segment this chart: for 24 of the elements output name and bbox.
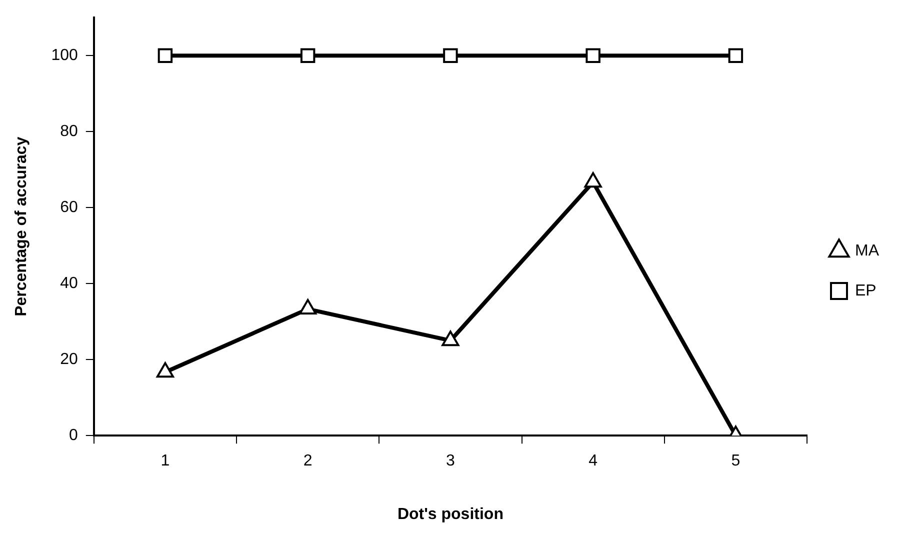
legend-label: EP <box>855 282 876 300</box>
x-tick-label: 1 <box>160 452 170 470</box>
y-tick-label: 40 <box>60 275 78 292</box>
x-tick-label: 5 <box>731 452 740 470</box>
legend-label: MA <box>855 242 880 260</box>
x-tick-label: 4 <box>588 452 598 470</box>
y-tick-label: 20 <box>60 351 78 368</box>
point <box>299 299 317 315</box>
point <box>156 362 174 378</box>
point <box>586 48 600 63</box>
y-axis-title: Percentage of accuracy <box>13 136 30 316</box>
point <box>728 48 744 63</box>
point <box>584 172 602 188</box>
y-tick-label: 100 <box>51 47 78 64</box>
point <box>300 48 316 63</box>
x-tick-label: 3 <box>446 452 455 470</box>
x-tick-label: 2 <box>303 452 312 470</box>
y-tick-label: 0 <box>68 427 78 444</box>
x-axis-title: Dot's position <box>397 506 504 523</box>
point <box>443 48 458 63</box>
point <box>158 48 173 63</box>
y-tick-label: 60 <box>60 199 78 216</box>
point <box>442 330 460 346</box>
y-tick-label: 80 <box>60 123 78 140</box>
